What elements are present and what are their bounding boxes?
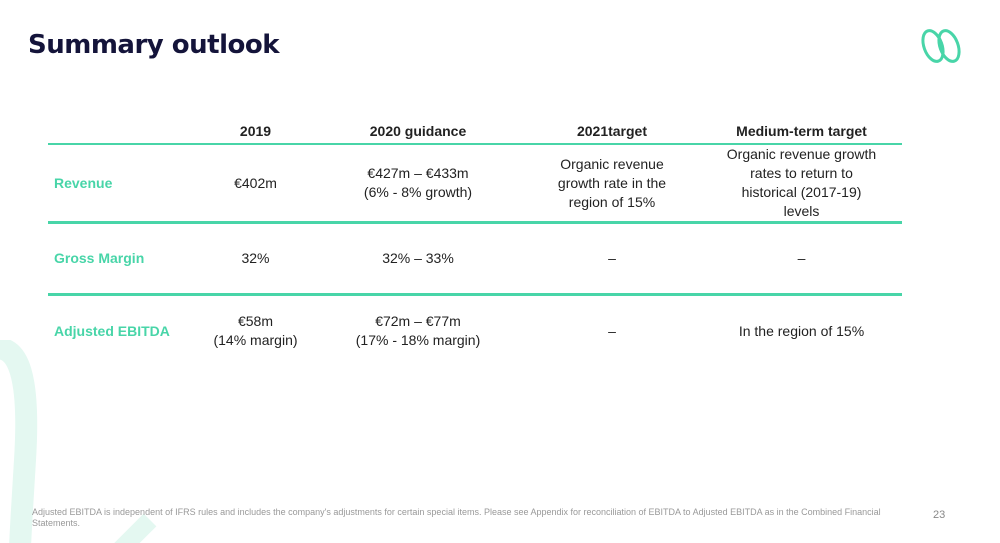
table-cell: Organic revenue growth rates to return t… bbox=[701, 144, 902, 224]
table-row: Adjusted EBITDA €58m (14% margin) €72m – €… bbox=[48, 295, 902, 367]
table-cell: €72m – €77m (17% - 18% margin) bbox=[355, 313, 481, 349]
page-title: Summary outlook bbox=[28, 30, 280, 60]
row-label: Adjusted EBITDA bbox=[54, 322, 170, 339]
page-number: 23 bbox=[933, 509, 946, 521]
header-2020-guidance: 2020 guidance bbox=[313, 118, 523, 145]
decorative-swoosh bbox=[0, 340, 157, 543]
header-medium-term: Medium-term target bbox=[701, 118, 902, 145]
table-cell: 32% – 33% bbox=[313, 222, 523, 296]
header-2019: 2019 bbox=[198, 118, 313, 145]
company-logo-icon bbox=[921, 29, 961, 63]
table-cell: – bbox=[523, 222, 701, 296]
table-cell: €427m – €433m (6% - 8% growth) bbox=[313, 144, 523, 224]
footnote: Adjusted EBITDA is independent of IFRS r… bbox=[32, 507, 881, 528]
outlook-table: 2019 2020 guidance 2021target Medium-ter… bbox=[48, 118, 902, 367]
row-label: Gross Margin bbox=[48, 222, 198, 296]
table-row: Revenue €402m €427m – €433m (6% - 8% growt… bbox=[48, 144, 902, 224]
table-cell: 32% bbox=[198, 222, 313, 296]
table-header-row: 2019 2020 guidance 2021target Medium-ter… bbox=[48, 118, 902, 145]
table-row: Gross Margin 32% 32% – 33% – – bbox=[48, 222, 902, 296]
table-cell: €58m (14% margin) bbox=[213, 313, 298, 349]
row-label: Revenue bbox=[48, 144, 198, 224]
header-blank bbox=[48, 118, 198, 145]
table-cell: €402m bbox=[198, 144, 313, 224]
table-cell: Organic revenue growth rate in the regio… bbox=[523, 144, 701, 224]
table-cell: – bbox=[701, 222, 902, 296]
header-2021-target: 2021target bbox=[523, 118, 701, 145]
table-cell: In the region of 15% bbox=[738, 322, 865, 339]
table-cell: – bbox=[608, 322, 616, 339]
